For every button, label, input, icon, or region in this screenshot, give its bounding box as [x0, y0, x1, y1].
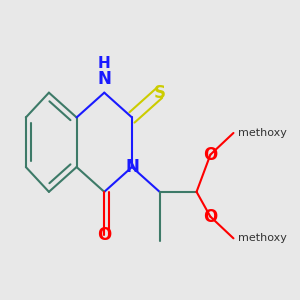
Text: O: O: [97, 226, 111, 244]
Text: O: O: [203, 208, 218, 226]
Text: H: H: [98, 56, 111, 71]
Text: methoxy: methoxy: [238, 233, 287, 243]
Text: N: N: [97, 70, 111, 88]
Text: methoxy: methoxy: [238, 128, 287, 138]
Text: N: N: [125, 158, 139, 176]
Text: S: S: [154, 84, 166, 102]
Text: O: O: [203, 146, 218, 164]
